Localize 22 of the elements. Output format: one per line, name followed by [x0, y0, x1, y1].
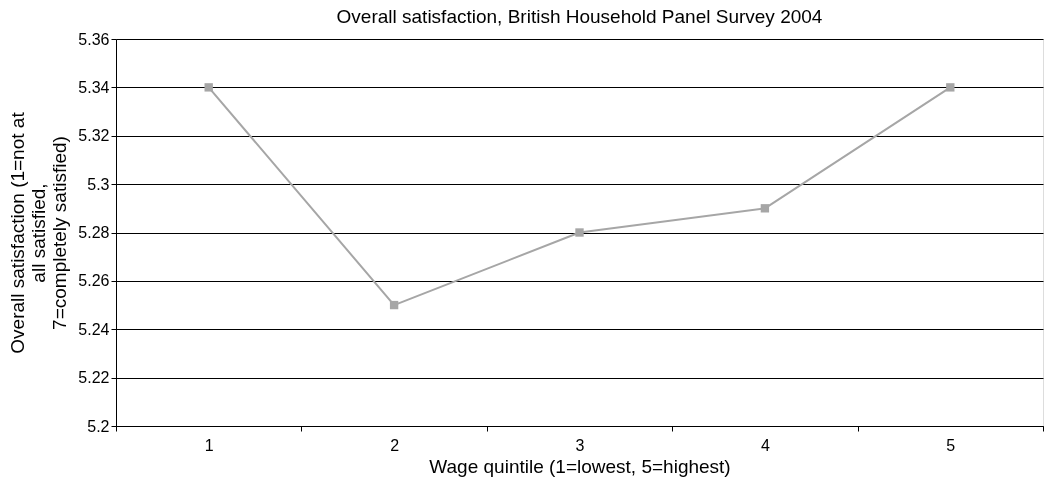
- y-tick-label: 5.32: [78, 127, 110, 145]
- point: [760, 204, 770, 213]
- x-tick-label: 5: [946, 436, 956, 454]
- x-tick-label: 2: [390, 436, 400, 454]
- y-tick-label: 5.3: [87, 175, 110, 193]
- y-tick-label: 5.36: [78, 30, 110, 48]
- x-tick-label: 4: [760, 436, 770, 454]
- y-tick-label: 5.24: [78, 320, 110, 338]
- y-tick-label: 5.28: [78, 224, 110, 241]
- chart-title: Overall satisfaction, British Household Panel Survey 2004: [336, 6, 823, 27]
- point: [946, 83, 955, 92]
- y-tick-label: 5.2: [87, 417, 110, 435]
- x-tick-label: 3: [575, 436, 585, 454]
- x-tick-label: 1: [204, 436, 214, 454]
- point: [389, 300, 399, 310]
- point: [204, 83, 213, 92]
- x-axis-title: Wage quintile (1=lowest, 5=highest): [429, 455, 731, 477]
- point: [575, 228, 584, 237]
- y-tick-label: 5.34: [78, 78, 110, 96]
- y-tick-label: 5.26: [78, 272, 110, 290]
- y-axis-title: Overall satisfaction (1=not at all satisfied, 7=completely satisfied): [7, 111, 71, 354]
- y-tick-label: 5.22: [78, 369, 110, 387]
